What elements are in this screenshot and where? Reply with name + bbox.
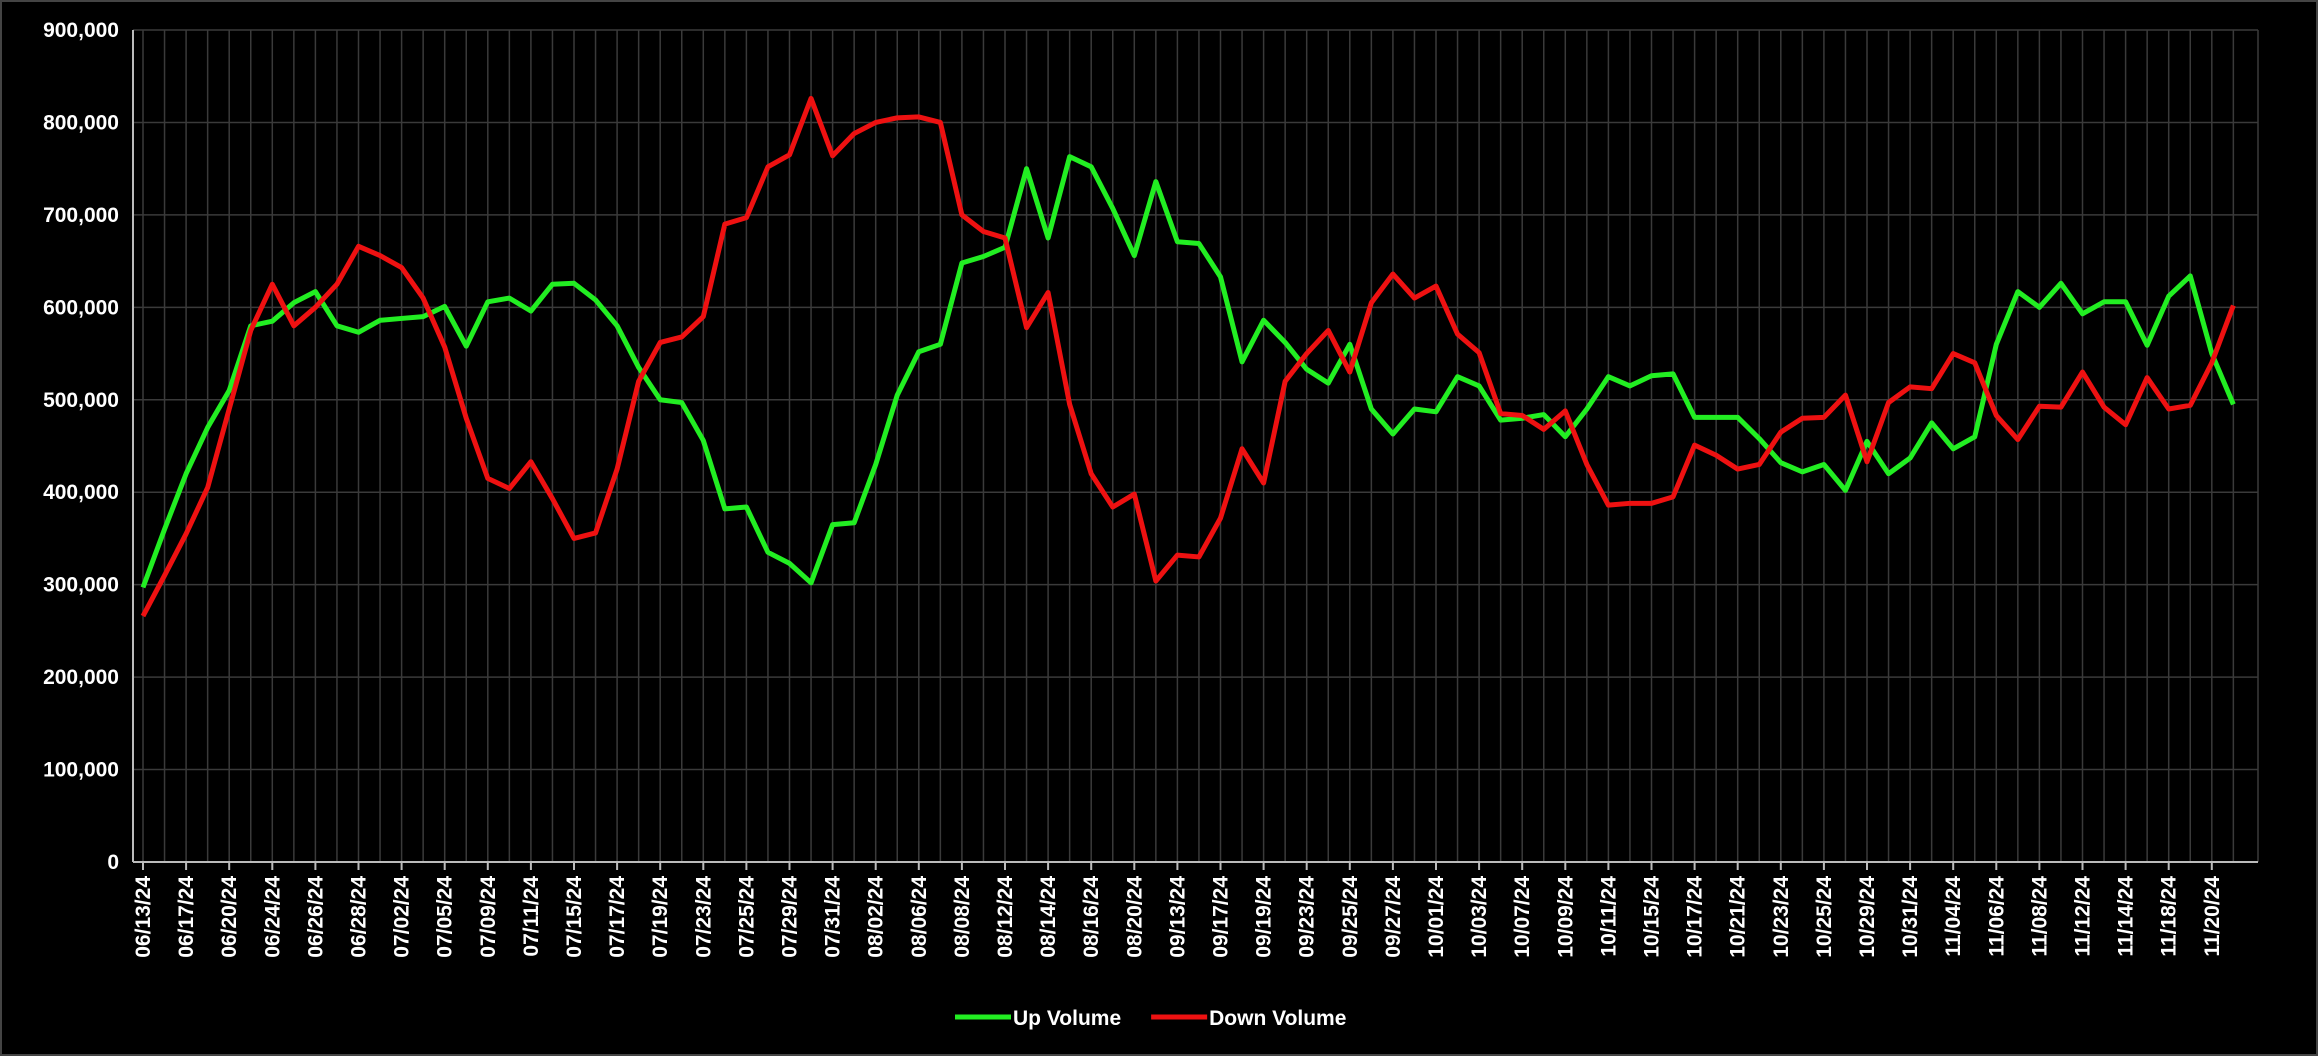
x-tick-label: 10/17/24 — [1684, 876, 1707, 958]
y-tick-label: 400,000 — [43, 481, 119, 504]
x-tick-label: 11/20/24 — [2201, 876, 2224, 957]
y-tick-label: 800,000 — [43, 111, 119, 134]
x-tick-label: 10/07/24 — [1511, 876, 1534, 958]
y-tick-label: 300,000 — [43, 574, 119, 597]
x-tick-label: 08/12/24 — [994, 876, 1017, 958]
x-tick-label: 07/11/24 — [520, 876, 543, 957]
x-tick-label: 07/05/24 — [434, 876, 457, 958]
y-tick-label: 700,000 — [43, 204, 119, 227]
x-tick-label: 06/26/24 — [304, 876, 327, 958]
legend-label: Down Volume — [1209, 1007, 1346, 1030]
x-tick-label: 11/08/24 — [2028, 876, 2051, 957]
x-tick-label: 07/31/24 — [822, 876, 845, 958]
x-tick-label: 08/14/24 — [1037, 876, 1060, 958]
x-tick-label: 10/21/24 — [1727, 876, 1750, 958]
x-tick-label: 10/31/24 — [1899, 876, 1922, 958]
x-tick-label: 06/17/24 — [175, 876, 198, 958]
x-tick-label: 10/03/24 — [1468, 876, 1491, 958]
x-tick-label: 11/04/24 — [1942, 876, 1965, 957]
y-tick-label: 500,000 — [43, 389, 119, 412]
x-tick-label: 08/06/24 — [908, 876, 931, 958]
x-tick-label: 08/16/24 — [1080, 876, 1103, 958]
x-tick-label: 10/09/24 — [1554, 876, 1577, 958]
x-tick-label: 10/29/24 — [1856, 876, 1879, 958]
x-tick-label: 09/27/24 — [1382, 876, 1405, 958]
y-tick-label: 0 — [107, 851, 119, 874]
x-tick-label: 11/06/24 — [1985, 876, 2008, 957]
x-tick-label: 07/25/24 — [735, 876, 758, 958]
x-tick-label: 07/02/24 — [391, 876, 414, 958]
x-tick-label: 07/23/24 — [692, 876, 715, 958]
x-tick-label: 08/20/24 — [1123, 876, 1146, 958]
x-tick-label: 07/29/24 — [779, 876, 802, 958]
x-tick-label: 09/19/24 — [1253, 876, 1276, 958]
x-tick-label: 11/12/24 — [2072, 876, 2095, 957]
x-tick-label: 06/28/24 — [348, 876, 371, 958]
x-tick-label: 07/19/24 — [649, 876, 672, 958]
legend-label: Up Volume — [1013, 1007, 1121, 1030]
x-tick-label: 09/17/24 — [1210, 876, 1233, 958]
x-tick-label: 06/13/24 — [132, 876, 155, 958]
x-tick-label: 10/11/24 — [1597, 876, 1620, 957]
x-tick-label: 10/15/24 — [1641, 876, 1664, 958]
x-tick-label: 07/09/24 — [477, 876, 500, 958]
x-tick-label: 07/15/24 — [563, 876, 586, 958]
series-line — [140, 154, 2236, 589]
x-tick-label: 10/25/24 — [1813, 876, 1836, 958]
x-tick-label: 09/25/24 — [1339, 876, 1362, 958]
x-tick-label: 09/23/24 — [1296, 876, 1319, 958]
x-tick-label: 06/24/24 — [261, 876, 284, 958]
x-tick-label: 10/23/24 — [1770, 876, 1793, 958]
x-tick-label: 09/13/24 — [1166, 876, 1189, 958]
x-tick-label: 08/02/24 — [865, 876, 888, 958]
x-tick-label: 08/08/24 — [951, 876, 974, 958]
y-tick-label: 100,000 — [43, 759, 119, 782]
x-tick-label: 10/01/24 — [1425, 876, 1448, 958]
y-tick-label: 900,000 — [43, 19, 119, 42]
x-tick-label: 11/14/24 — [2115, 876, 2138, 957]
series-line — [140, 95, 2236, 618]
y-tick-label: 200,000 — [43, 666, 119, 689]
y-tick-label: 600,000 — [43, 296, 119, 319]
x-tick-label: 11/18/24 — [2158, 876, 2181, 957]
x-tick-label: 06/20/24 — [218, 876, 241, 958]
x-tick-label: 07/17/24 — [606, 876, 629, 958]
